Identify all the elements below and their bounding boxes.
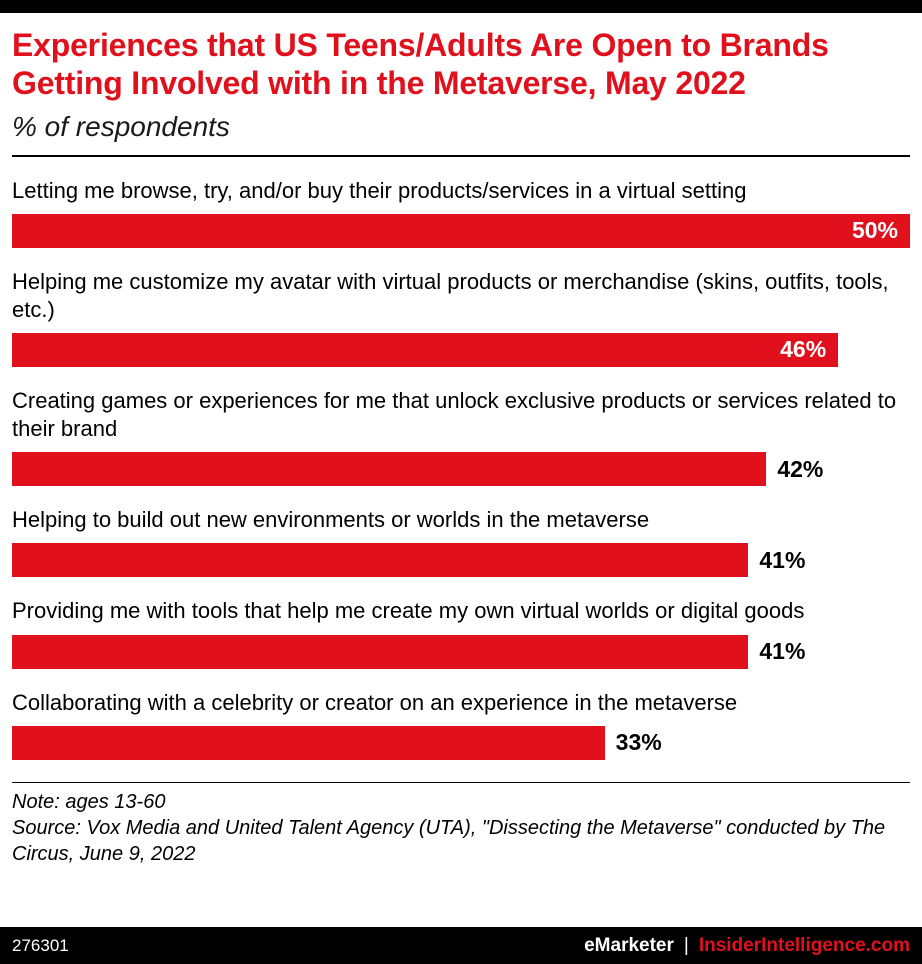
bar-row: Helping me customize my avatar with virt…: [12, 268, 910, 367]
top-accent-bar: [0, 0, 922, 13]
chart-id: 276301: [12, 935, 69, 955]
bar: [12, 452, 767, 487]
note-text: Note: ages 13-60: [12, 790, 166, 813]
bar-track: 33%: [12, 725, 910, 760]
bar-track: 46%: [12, 332, 910, 367]
bar-value-label: 46%: [780, 336, 827, 363]
chart-subtitle: % of respondents: [12, 110, 230, 142]
footer-bar: 276301 eMarketer | InsiderIntelligence.c…: [0, 927, 922, 964]
chart-content: Experiences that US Teens/Adults Are Ope…: [0, 13, 922, 927]
bar-value-label: 41%: [759, 638, 806, 665]
brand-separator: |: [683, 934, 689, 956]
bar-row: Creating games or experiences for me tha…: [12, 387, 910, 487]
bar-category-label: Helping to build out new environments or…: [12, 507, 650, 533]
bar-row: Collaborating with a celebrity or creato…: [12, 689, 910, 760]
bar: [12, 543, 749, 578]
bar-category-label: Providing me with tools that help me cre…: [12, 598, 805, 624]
bar-row: Letting me browse, try, and/or buy their…: [12, 177, 910, 248]
brand-emarketer: eMarketer: [584, 934, 674, 956]
bar: 46%: [12, 332, 839, 367]
bar-track: 41%: [12, 543, 910, 578]
bar-category-label: Helping me customize my avatar with virt…: [12, 268, 889, 322]
bar-track: 42%: [12, 452, 910, 487]
bar-row: Providing me with tools that help me cre…: [12, 597, 910, 669]
bar-value-label: 42%: [777, 455, 824, 482]
bar-category-label: Creating games or experiences for me tha…: [12, 387, 897, 442]
bar-value-label: 50%: [851, 217, 898, 244]
bar: [12, 725, 605, 760]
bar-track: 50%: [12, 213, 910, 248]
bar-row: Helping to build out new environments or…: [12, 506, 910, 578]
divider-bottom: [12, 781, 910, 783]
bar-value-label: 41%: [759, 546, 806, 573]
bar: 50%: [12, 213, 910, 248]
chart-title: Experiences that US Teens/Adults Are Ope…: [12, 27, 829, 101]
brand-group: eMarketer | InsiderIntelligence.com: [584, 935, 910, 957]
notes-block: Note: ages 13-60 Source: Vox Media and U…: [12, 789, 910, 877]
bar-value-label: 33%: [615, 729, 662, 756]
source-text: Source: Vox Media and United Talent Agen…: [12, 816, 886, 865]
bar-category-label: Collaborating with a celebrity or creato…: [12, 689, 738, 715]
bar: [12, 634, 749, 669]
bar-track: 41%: [12, 634, 910, 669]
brand-site: InsiderIntelligence.com: [698, 934, 910, 956]
divider-top: [12, 154, 910, 157]
bar-rows: Letting me browse, try, and/or buy their…: [12, 157, 910, 760]
bar-category-label: Letting me browse, try, and/or buy their…: [12, 177, 747, 203]
